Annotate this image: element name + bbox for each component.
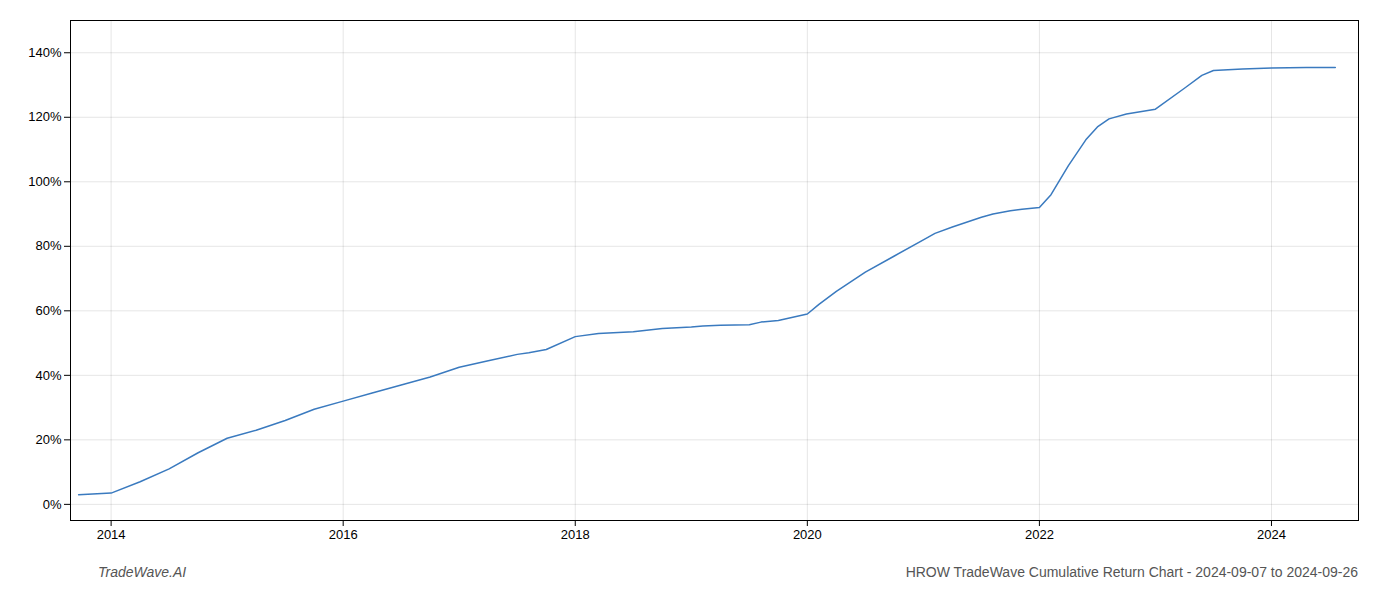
svg-text:100%: 100% bbox=[28, 174, 62, 189]
svg-text:40%: 40% bbox=[35, 367, 61, 382]
svg-text:120%: 120% bbox=[28, 109, 62, 124]
svg-text:80%: 80% bbox=[35, 238, 61, 253]
svg-text:2018: 2018 bbox=[561, 527, 590, 542]
svg-text:2014: 2014 bbox=[97, 527, 126, 542]
html-text:TradeWave.AI: TradeWave.AI bbox=[98, 564, 187, 580]
svg-text:20%: 20% bbox=[35, 432, 61, 447]
svg-text:2024: 2024 bbox=[1257, 527, 1286, 542]
svg-text:140%: 140% bbox=[28, 45, 62, 60]
svg-text:2020: 2020 bbox=[793, 527, 822, 542]
html-text:HROW TradeWave Cumulative Retu: HROW TradeWave Cumulative Return Chart -… bbox=[905, 564, 1358, 580]
svg-text:60%: 60% bbox=[35, 303, 61, 318]
svg-text:2022: 2022 bbox=[1025, 527, 1054, 542]
svg-text:2016: 2016 bbox=[329, 527, 358, 542]
svg-text:0%: 0% bbox=[43, 497, 62, 512]
